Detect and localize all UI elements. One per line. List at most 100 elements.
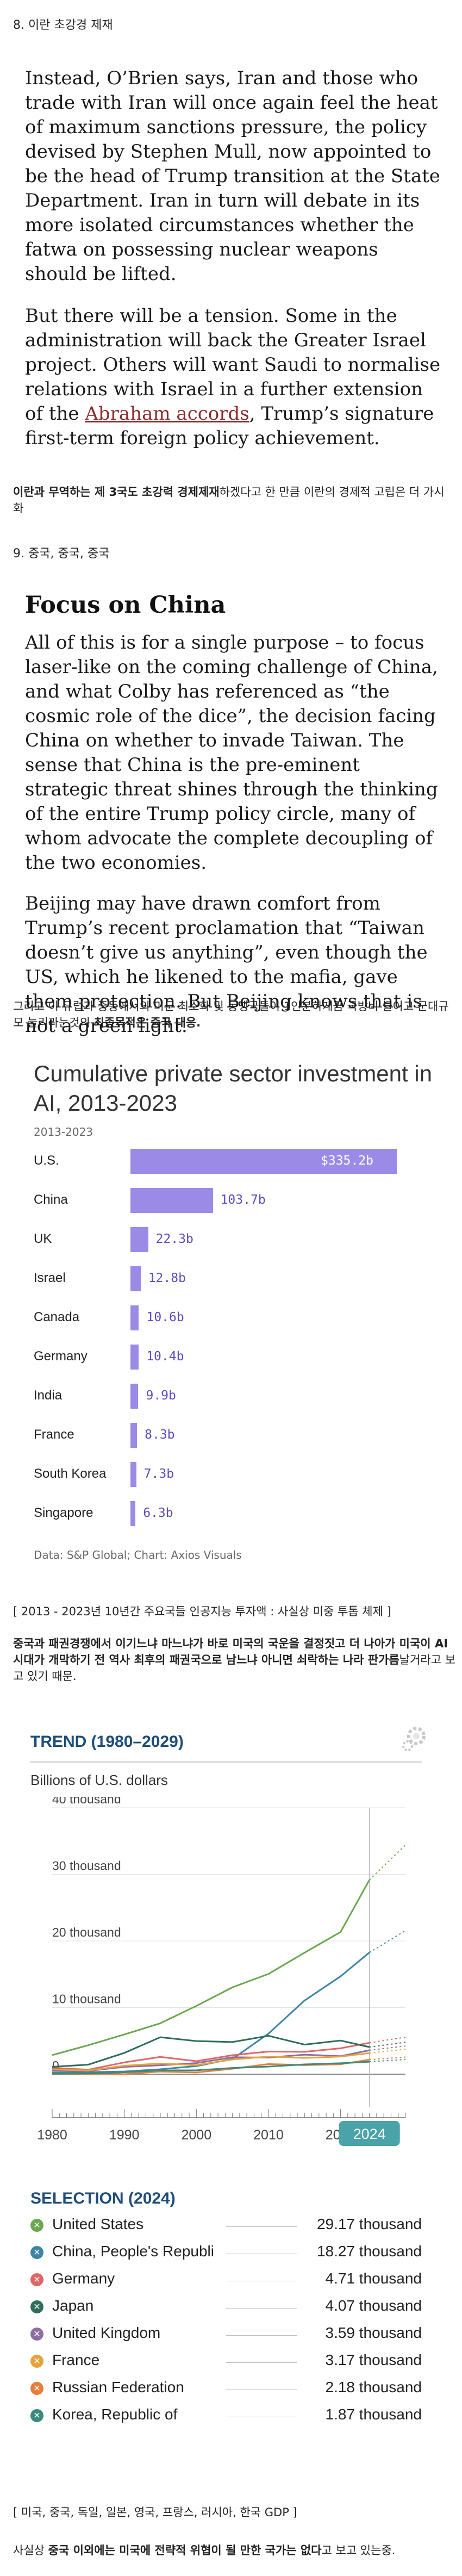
selection-item[interactable]: ✕ France 3.17 thousand bbox=[30, 2350, 422, 2375]
bar-category-label: UK bbox=[34, 1231, 52, 1246]
remove-x-icon[interactable]: ✕ bbox=[30, 2300, 43, 2313]
series-projection bbox=[369, 2058, 406, 2063]
commentary-china: 그리고 이 유럽과 중동에서의 미군 최소화 및 동맹국들이 1인분하게끔 국방… bbox=[13, 998, 453, 1031]
article-block-china: All of this is for a single purpose – to… bbox=[25, 631, 444, 1038]
selection-value: 29.17 thousand bbox=[316, 2216, 422, 2232]
commentary-text: 사실상 bbox=[13, 2544, 48, 2557]
commentary-text: 그리고 이 유럽과 중동에서의 미군 최소화 및 동맹국들이 1인분하게끔 국방… bbox=[13, 1000, 449, 1029]
selection-country-name: Korea, Republic of bbox=[52, 2406, 178, 2423]
commentary-text: 하겠다고 한 만큼 이란의 경제적 고립은 더 가시화 bbox=[13, 486, 445, 515]
year-badge-label: 2024 bbox=[353, 2126, 386, 2142]
remove-x-icon[interactable]: ✕ bbox=[30, 2382, 43, 2395]
bar-value-label: 10.4b bbox=[146, 1349, 184, 1364]
bar bbox=[130, 1188, 213, 1213]
article-text: But there will be a tension. Some in the… bbox=[25, 305, 441, 425]
commentary-hegemony: 중국과 패권경쟁에서 이기느냐 마느냐가 바로 미국의 국운을 결정짓고 더 나… bbox=[13, 1635, 459, 1684]
remove-x-icon[interactable]: ✕ bbox=[30, 2273, 43, 2286]
selection-item[interactable]: ✕ Russian Federation 2.18 thousand bbox=[30, 2378, 422, 2403]
remove-x-icon[interactable]: ✕ bbox=[30, 2328, 43, 2341]
commentary-iran: 이란과 무역하는 제 3국도 초강력 경제제재하겠다고 한 만큼 이란의 경제적… bbox=[13, 484, 453, 517]
year-badge bbox=[339, 2121, 400, 2146]
selection-value: 3.59 thousand bbox=[325, 2324, 422, 2341]
selection-value: 4.07 thousand bbox=[325, 2297, 422, 2314]
selection-country-name: United States bbox=[52, 2216, 144, 2232]
chart-title: Cumulative private sector investment in … bbox=[34, 1061, 432, 1116]
bar-value-label: 8.3b bbox=[145, 1428, 175, 1442]
settings-icon[interactable] bbox=[400, 1723, 430, 1753]
leader-line bbox=[226, 2362, 297, 2363]
y-tick-label: 30 thousand bbox=[52, 1859, 121, 1873]
bar-value-label: 103.7b bbox=[220, 1193, 266, 1207]
selection-value: 18.27 thousand bbox=[316, 2243, 422, 2260]
remove-x-icon[interactable]: ✕ bbox=[30, 2355, 43, 2368]
bar bbox=[130, 1345, 139, 1370]
trend-line-chart: 40 thousand 30 thousand 20 thousand 10 thou… bbox=[37, 1797, 406, 2146]
series-projection bbox=[369, 2036, 406, 2044]
selection-item[interactable]: ✕ United Kingdom 3.59 thousand bbox=[30, 2323, 422, 2348]
bar-value-label: 22.3b bbox=[155, 1232, 193, 1246]
selection-country-name: China, People's Republi bbox=[52, 2243, 214, 2260]
bar-category-label: Israel bbox=[34, 1271, 66, 1285]
commentary-text: 고 보고 있는중. bbox=[321, 2544, 396, 2557]
divider bbox=[30, 1761, 422, 1763]
bar-value-label: 12.8b bbox=[148, 1271, 186, 1285]
selection-item[interactable]: ✕ Korea, Republic of 1.87 thousand bbox=[30, 2405, 422, 2430]
series-line bbox=[52, 1879, 370, 2056]
selection-value: 1.87 thousand bbox=[325, 2406, 422, 2423]
x-tick-label: 2010 bbox=[253, 2127, 284, 2143]
bar-value-label: 9.9b bbox=[146, 1389, 176, 1403]
bar-category-label: South Korea bbox=[34, 1466, 107, 1481]
remove-x-icon[interactable]: ✕ bbox=[30, 2246, 43, 2259]
y-axis-label: Billions of U.S. dollars bbox=[30, 1772, 168, 1788]
commentary-conclusion: 사실상 중국 이외에는 미국에 전략적 위협이 될 만한 국가는 없다고 보고 … bbox=[13, 2542, 395, 2558]
series-line bbox=[52, 2058, 370, 2075]
commentary-bold: 중국과 패권경쟁에서 이기느냐 마느냐가 바로 미국의 국운을 결정짓고 더 나… bbox=[13, 1637, 448, 1666]
bar bbox=[130, 1149, 397, 1174]
selection-item[interactable]: ✕ Japan 4.07 thousand bbox=[30, 2296, 422, 2321]
bar bbox=[130, 1501, 136, 1526]
remove-x-icon[interactable]: ✕ bbox=[30, 2219, 43, 2232]
series-line bbox=[52, 2061, 370, 2075]
bar-category-label: Singapore bbox=[34, 1505, 93, 1520]
bar-category-label: Germany bbox=[34, 1349, 88, 1364]
leader-line bbox=[226, 2335, 297, 2336]
series-line bbox=[52, 1952, 370, 2073]
y-tick-label: 40 thousand bbox=[52, 1797, 121, 1806]
article-block-iran: Instead, O’Brien says, Iran and those wh… bbox=[25, 66, 444, 451]
leader-line bbox=[226, 2226, 297, 2227]
abraham-accords-link[interactable]: Abraham accords bbox=[85, 403, 249, 425]
bar-value-label: 7.3b bbox=[143, 1467, 174, 1481]
bar-category-label: India bbox=[34, 1388, 63, 1403]
remove-x-icon[interactable]: ✕ bbox=[30, 2409, 43, 2422]
article-paragraph: All of this is for a single purpose – to… bbox=[25, 632, 438, 874]
selection-value: 2.18 thousand bbox=[325, 2379, 422, 2395]
selection-country-name: United Kingdom bbox=[52, 2324, 161, 2341]
trend-title: TREND (1980–2029) bbox=[30, 1733, 184, 1751]
selection-value: 3.17 thousand bbox=[325, 2351, 422, 2368]
bar bbox=[130, 1462, 136, 1487]
selection-country-name: Germany bbox=[52, 2270, 115, 2287]
selection-item[interactable]: ✕ United States 29.17 thousand bbox=[30, 2214, 422, 2239]
y-tick-label: 20 thousand bbox=[52, 1925, 121, 1939]
selection-item[interactable]: ✕ China, People's Republi 18.27 thousand bbox=[30, 2242, 422, 2267]
series-projection bbox=[369, 2045, 406, 2051]
article-paragraph: Instead, O’Brien says, Iran and those wh… bbox=[25, 67, 440, 285]
chart-source: Data: S&P Global; Chart: Axios Visuals bbox=[34, 1548, 242, 1561]
bar bbox=[130, 1227, 148, 1252]
x-tick-label: 1980 bbox=[37, 2127, 67, 2143]
bar bbox=[130, 1384, 139, 1409]
y-tick-label: 10 thousand bbox=[52, 1992, 121, 2006]
gdp-trend-panel: TREND (1980–2029) Billions of U.S. dolla… bbox=[30, 1721, 444, 2487]
series-line bbox=[52, 2042, 370, 2071]
selection-list: ✕ United States 29.17 thousand ✕ China, Peop… bbox=[30, 2214, 422, 2454]
series-line bbox=[52, 2034, 370, 2068]
bar-value-label: 10.6b bbox=[146, 1310, 184, 1324]
bar-category-label: U.S. bbox=[34, 1153, 59, 1168]
bar-category-label: Canada bbox=[34, 1310, 80, 1324]
bar-value-label: $335.2b bbox=[321, 1154, 373, 1168]
commentary-bold: 최종목적은 중국 대응. bbox=[93, 1016, 201, 1029]
commentary-bold: 중국 이외에는 미국에 전략적 위협이 될 만한 국가는 없다 bbox=[48, 2544, 322, 2557]
selection-item[interactable]: ✕ Germany 4.71 thousand bbox=[30, 2269, 422, 2294]
section-heading-8: 8. 이란 초강경 제재 bbox=[13, 18, 113, 32]
chart-rows: U.S. $335.2b China 103.7b UK 22.3b Israel 12.8b… bbox=[22, 1149, 446, 1540]
